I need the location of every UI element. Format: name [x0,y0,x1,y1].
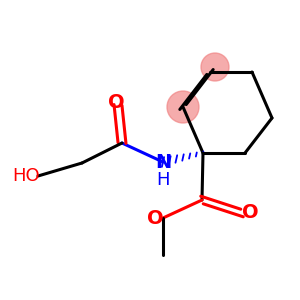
Text: O: O [242,203,258,223]
Text: HO: HO [12,167,40,185]
Text: H: H [156,171,170,189]
Text: O: O [108,92,124,112]
Circle shape [167,91,199,123]
Circle shape [201,53,229,81]
Text: O: O [147,208,163,227]
Text: N: N [155,152,171,172]
